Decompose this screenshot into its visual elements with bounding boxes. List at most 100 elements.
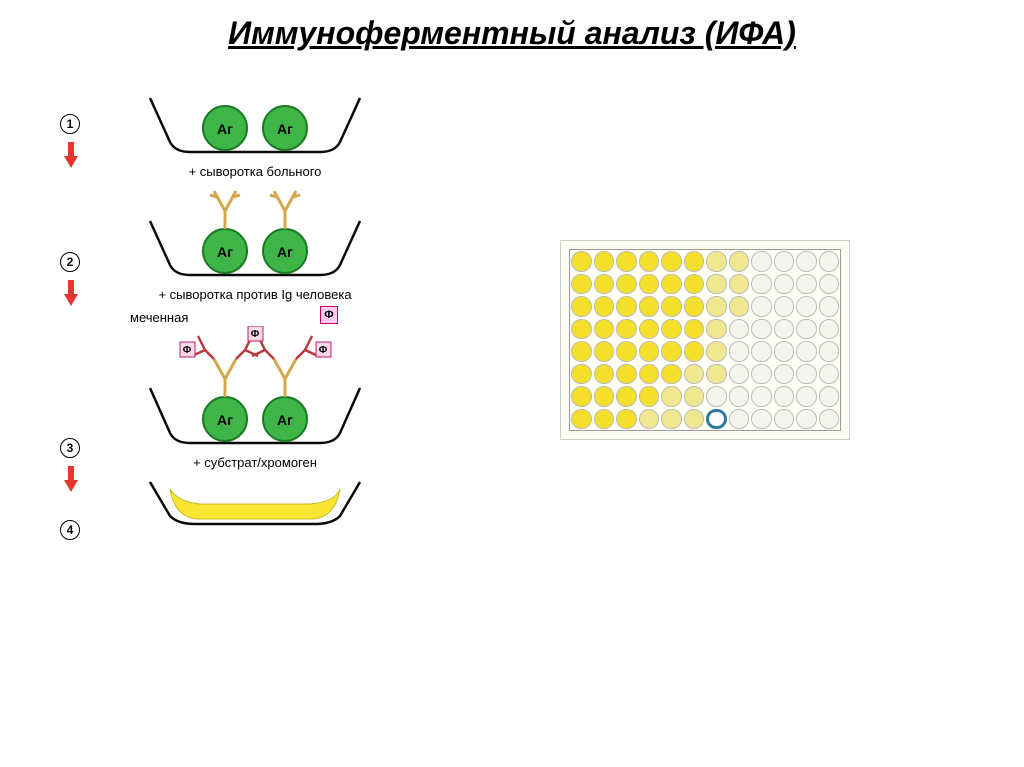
microplate	[560, 240, 850, 440]
plate-well	[616, 296, 637, 317]
plate-well	[594, 319, 615, 340]
svg-text:Ф: Ф	[319, 345, 328, 356]
plate-grid	[569, 249, 841, 431]
plate-well	[796, 251, 817, 272]
svg-text:Ф: Ф	[183, 345, 192, 356]
plate-well	[571, 386, 592, 407]
plate-well	[751, 386, 772, 407]
plate-well	[639, 386, 660, 407]
plate-well	[774, 274, 795, 295]
plate-well	[796, 409, 817, 430]
plate-well	[684, 409, 705, 430]
step-number-4: 4	[60, 520, 80, 540]
plate-well	[796, 296, 817, 317]
plate-well	[706, 319, 727, 340]
plate-well	[594, 296, 615, 317]
plate-well	[751, 274, 772, 295]
svg-text:Аг: Аг	[217, 244, 233, 260]
svg-text:Аг: Аг	[217, 412, 233, 428]
plate-well	[594, 251, 615, 272]
plate-well	[819, 251, 840, 272]
plate-well	[661, 364, 682, 385]
plate-well	[774, 251, 795, 272]
plate-well	[571, 319, 592, 340]
plate-well	[594, 274, 615, 295]
plate-well	[819, 341, 840, 362]
plate-well	[751, 251, 772, 272]
plate-well	[594, 341, 615, 362]
plate-well	[706, 409, 727, 430]
plate-well	[729, 251, 750, 272]
page-title: Иммуноферментный анализ (ИФА)	[0, 0, 1024, 60]
plate-well	[684, 319, 705, 340]
plate-well	[661, 409, 682, 430]
plate-well	[819, 364, 840, 385]
well-step-4	[130, 474, 380, 529]
plate-well	[819, 386, 840, 407]
step-label-2: + сыворотка против Ig человека	[130, 287, 380, 302]
plate-well	[819, 296, 840, 317]
step-number-1: 1	[60, 114, 80, 134]
step-label-3: + субстрат/хромоген	[130, 455, 380, 470]
plate-well	[639, 341, 660, 362]
plate-well	[796, 319, 817, 340]
plate-well	[729, 341, 750, 362]
plate-well	[661, 341, 682, 362]
plate-well	[751, 364, 772, 385]
plate-well	[819, 319, 840, 340]
plate-well	[616, 274, 637, 295]
arrow-icon	[64, 466, 78, 492]
step-label-3-above: меченная	[130, 310, 188, 325]
plate-well	[751, 296, 772, 317]
plate-well	[571, 251, 592, 272]
plate-well	[616, 251, 637, 272]
plate-well	[819, 274, 840, 295]
microplate-photo	[560, 240, 850, 440]
plate-well	[819, 409, 840, 430]
plate-well	[571, 296, 592, 317]
plate-well	[616, 409, 637, 430]
plate-well	[751, 409, 772, 430]
plate-well	[706, 274, 727, 295]
enzyme-marker-icon: Ф	[320, 306, 338, 324]
plate-well	[774, 364, 795, 385]
plate-well	[684, 296, 705, 317]
plate-well	[616, 364, 637, 385]
plate-well	[706, 341, 727, 362]
well-step-2: Аг Аг	[130, 183, 380, 283]
plate-well	[796, 341, 817, 362]
plate-well	[594, 386, 615, 407]
plate-well	[774, 409, 795, 430]
plate-well	[571, 409, 592, 430]
plate-well	[729, 296, 750, 317]
content-area: 1 Аг Аг + сыворотка больного 2 Аг	[0, 60, 1024, 529]
arrow-icon	[64, 280, 78, 306]
elisa-diagram: 1 Аг Аг + сыворотка больного 2 Аг	[60, 90, 440, 529]
plate-well	[796, 364, 817, 385]
plate-well	[616, 386, 637, 407]
plate-well	[571, 341, 592, 362]
plate-well	[706, 251, 727, 272]
arrow-icon	[64, 142, 78, 168]
plate-well	[639, 364, 660, 385]
plate-well	[594, 364, 615, 385]
plate-well	[706, 364, 727, 385]
plate-well	[751, 341, 772, 362]
plate-well	[639, 251, 660, 272]
well-step-3: Аг Аг Ф Ф Ф	[130, 326, 380, 451]
plate-well	[616, 341, 637, 362]
step-label-1: + сыворотка больного	[130, 164, 380, 179]
plate-well	[774, 341, 795, 362]
plate-well	[571, 274, 592, 295]
plate-well	[684, 251, 705, 272]
plate-well	[729, 319, 750, 340]
plate-well	[684, 364, 705, 385]
plate-well	[661, 319, 682, 340]
plate-well	[684, 341, 705, 362]
step-number-3: 3	[60, 438, 80, 458]
well-step-1: Аг Аг	[130, 90, 380, 160]
plate-well	[639, 274, 660, 295]
plate-well	[796, 274, 817, 295]
plate-well	[661, 251, 682, 272]
plate-well	[684, 386, 705, 407]
